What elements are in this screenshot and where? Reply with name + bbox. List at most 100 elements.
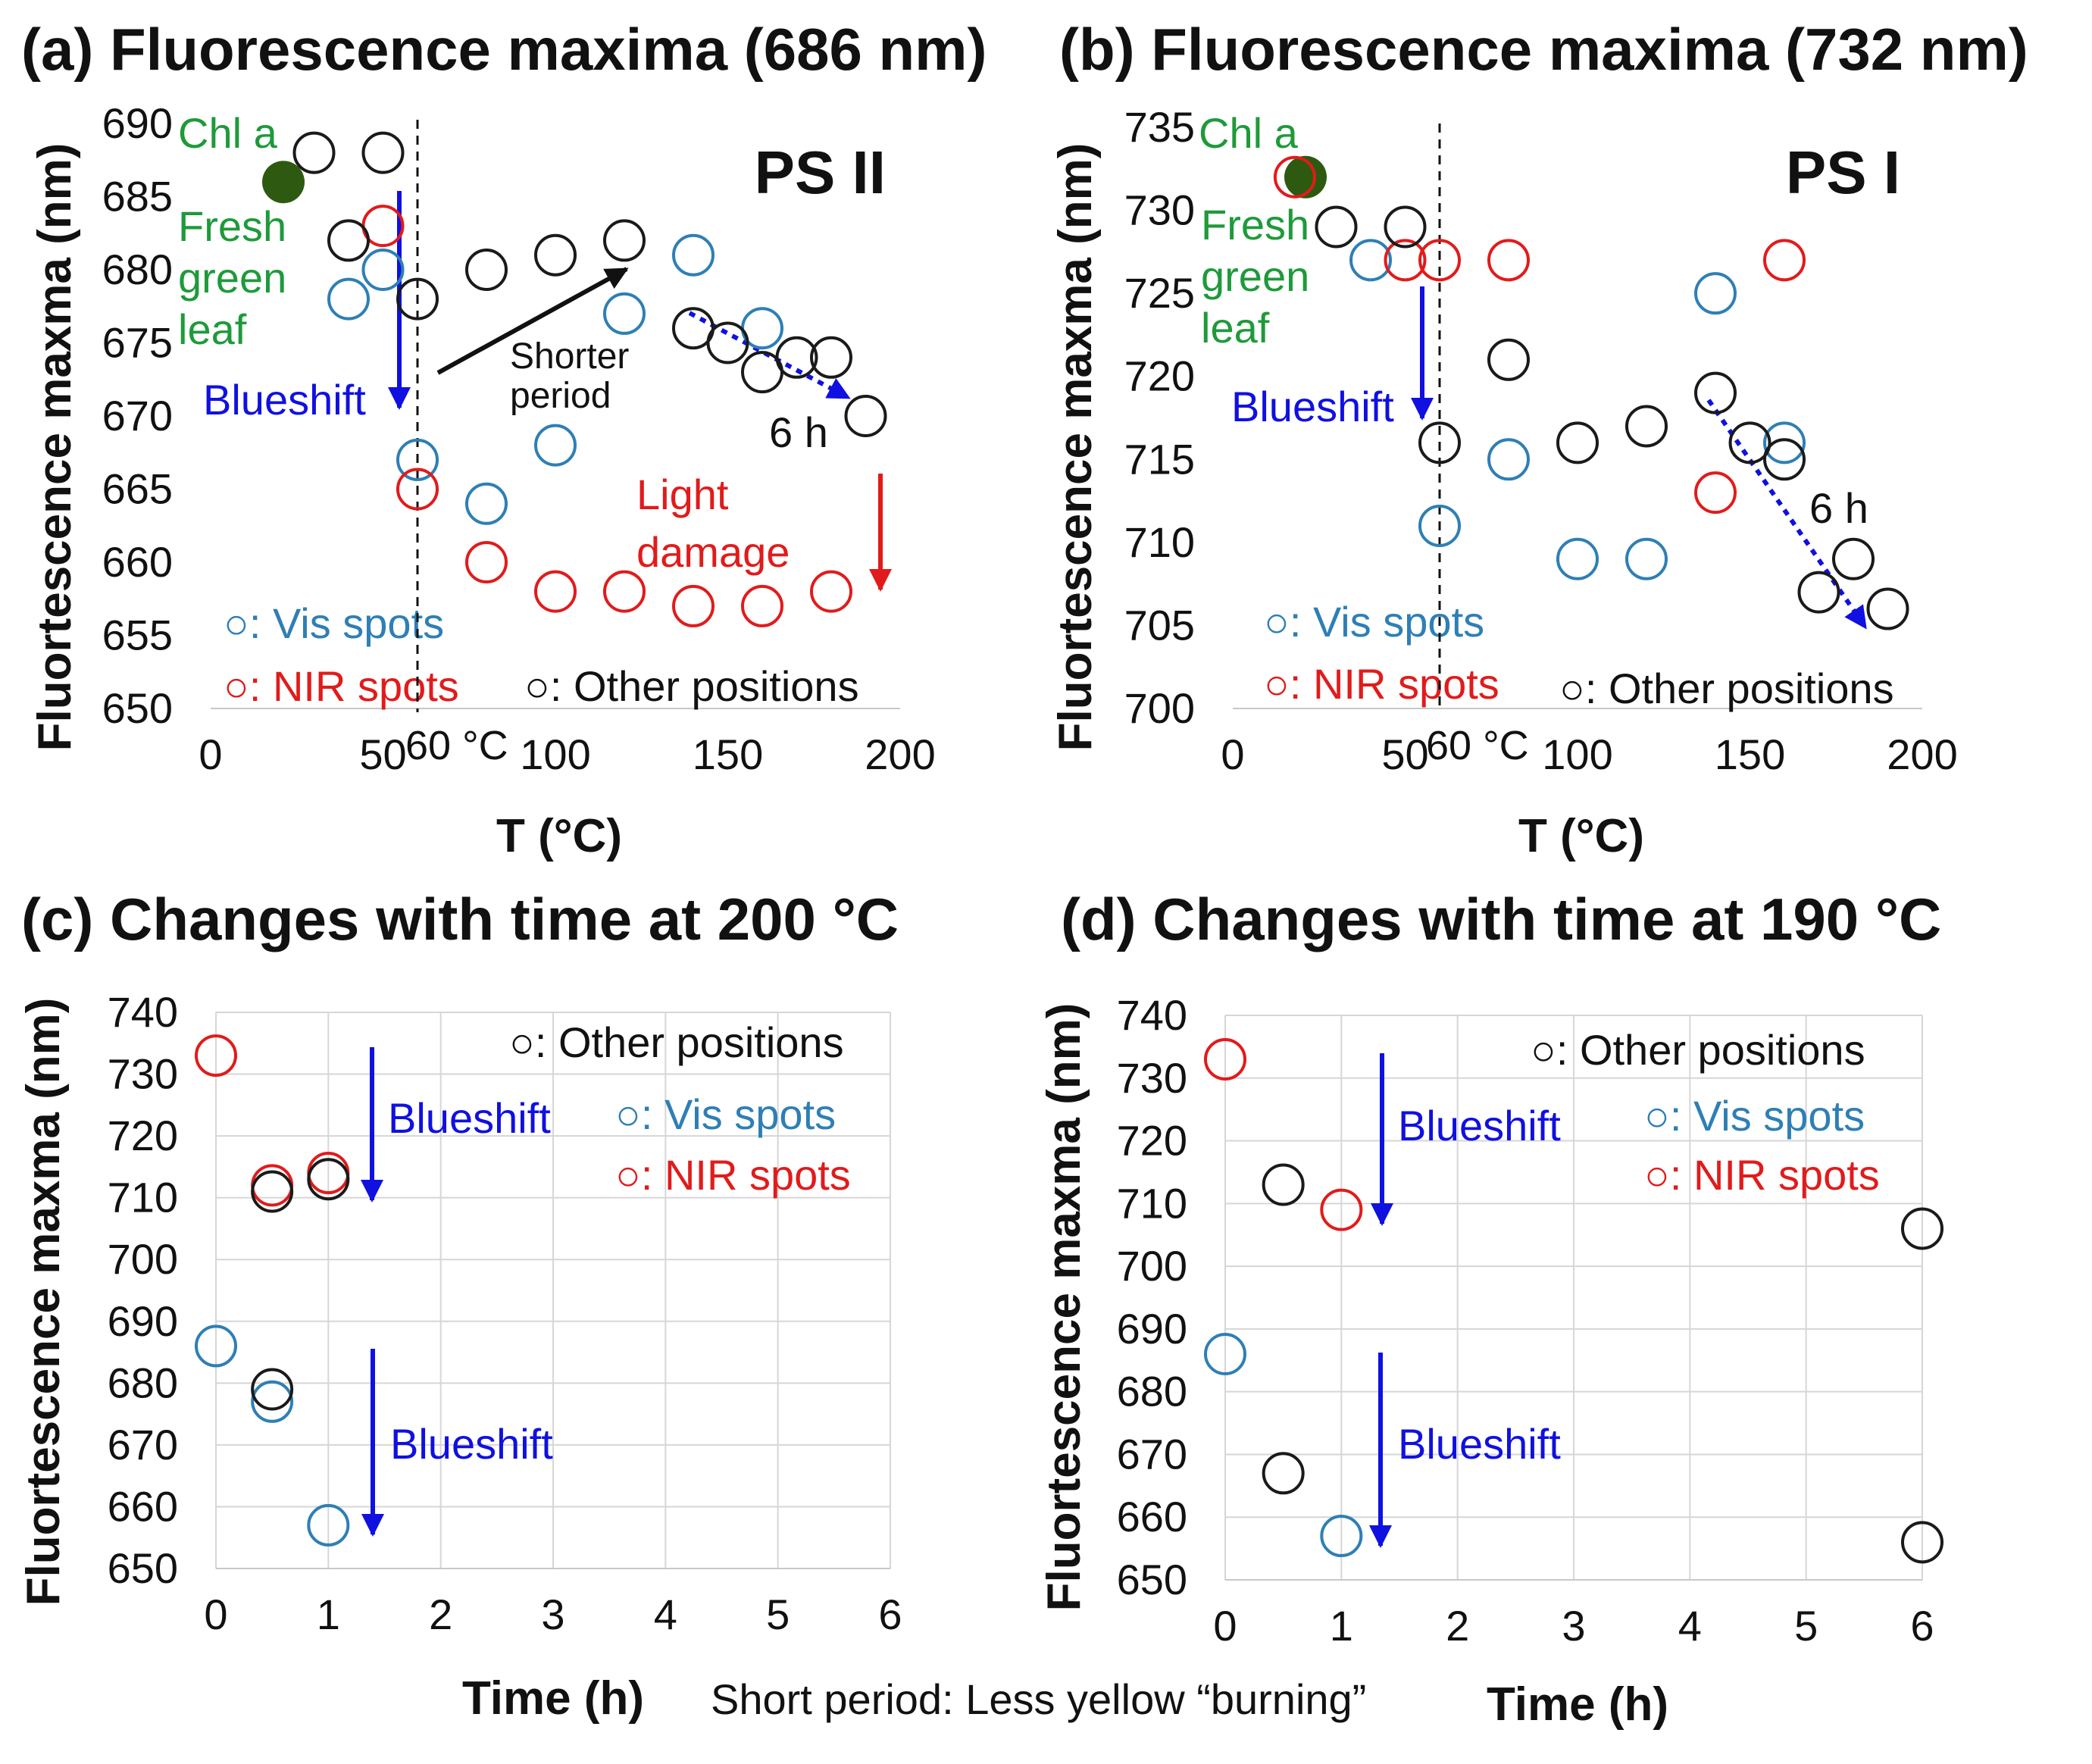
panel-b-legend-vis: ○: Vis spots — [1264, 598, 1484, 646]
panel-c-marks — [195, 1034, 350, 1547]
panel-a-nir-point — [396, 468, 439, 511]
panel-b-vis-point — [1349, 239, 1392, 282]
panel-b-other-point — [1487, 338, 1530, 381]
panel-d-ytick-label: 670 — [1117, 1430, 1187, 1478]
panel-a-other-point — [465, 249, 508, 291]
panel-b-xtick-label: 50 — [1381, 730, 1428, 778]
panel-b-chl-label: Chl a — [1199, 109, 1299, 157]
panel-a-legend-nir: ○: NIR spots — [224, 662, 459, 710]
panel-b-vis-point — [1556, 537, 1599, 580]
panel-d-xtick-label: 3 — [1562, 1602, 1585, 1650]
panel-d-xtick-label: 4 — [1678, 1602, 1702, 1650]
panel-a-other-point — [775, 336, 818, 379]
panel-d-xtick-label: 6 — [1910, 1602, 1934, 1650]
panel-a-other-point — [534, 233, 577, 277]
panel-c-ytick-label: 660 — [108, 1482, 178, 1530]
panel-a-fresh-line2: green — [178, 254, 286, 302]
panel-d-ytick-label: 710 — [1117, 1179, 1187, 1227]
panel-b-xtick-label: 200 — [1887, 730, 1957, 778]
panel-d-blueshift-bottom-label: Blueshift — [1398, 1420, 1561, 1468]
panel-a-ytick-label: 680 — [102, 246, 173, 293]
panel-a-xtick-label: 200 — [865, 730, 935, 778]
panel-a-shorter-line2: period — [510, 376, 611, 416]
panel-a-light-line1: Light — [636, 471, 729, 518]
panel-d-ticks: 650 660 670 680 690 700 710 720 730 740 0 1 2 3 4 5 6 — [1117, 991, 1934, 1650]
panel-d-xtick-label: 2 — [1446, 1602, 1469, 1650]
panel-b-other-point — [1556, 421, 1599, 464]
panel-b-title: (b) Fluorescence maxima (732 nm) — [1059, 16, 2028, 83]
panel-b-ticks: 700 705 710 715 720 725 730 735 0 50 100 150 200 — [1124, 103, 1958, 778]
panel-c-vis-point — [307, 1503, 350, 1547]
panel-a-xtick-label: 0 — [199, 730, 222, 778]
panel-a-xlabel: T (°C) — [496, 810, 622, 862]
panel-c-xtick-label: 1 — [317, 1590, 340, 1638]
panel-c: (c) Changes with time at 200 °C 65066067… — [17, 886, 902, 1725]
panel-c-vis-point — [195, 1325, 237, 1368]
panel-d-other-point — [1901, 1207, 1943, 1250]
panel-a-ps-label: PS II — [755, 139, 886, 206]
panel-a-6h-label: 6 h — [769, 408, 828, 456]
panel-a-vis-point — [361, 249, 405, 291]
panel-b-other-point — [1315, 205, 1358, 249]
panel-c-ytick-label: 670 — [108, 1421, 178, 1468]
panel-d-legend-nir: ○: NIR spots — [1644, 1151, 1880, 1199]
panel-b-ytick-label: 730 — [1124, 186, 1195, 234]
panel-d-blueshift-top-label: Blueshift — [1398, 1102, 1561, 1149]
panel-b-marks — [1273, 155, 1909, 630]
panel-b-ytick-label: 705 — [1124, 601, 1195, 649]
panel-b-6h-label: 6 h — [1809, 484, 1868, 532]
panel-a-ytick-label: 650 — [102, 684, 173, 732]
panel-b-other-point — [1763, 438, 1806, 481]
panel-d-ytick-label: 650 — [1117, 1556, 1187, 1603]
panel-b-nir-point — [1384, 239, 1427, 282]
panel-d-other-point — [1901, 1521, 1943, 1564]
panel-b-ylabel: Fluortescence maxma (nm) — [1049, 143, 1102, 752]
panel-c-ylabel: Fluortescence maxma (nm) — [17, 998, 70, 1606]
panel-b-ytick-label: 735 — [1124, 103, 1195, 151]
panel-d: (d) Changes with time at 190 °C 65066067… — [1038, 886, 1943, 1731]
panel-d-xtick-label: 1 — [1330, 1602, 1353, 1650]
panel-b-other-point — [1384, 205, 1427, 249]
panel-b-other-point — [1625, 405, 1668, 448]
panel-a-blueshift-label: Blueshift — [203, 376, 366, 424]
panel-b-fresh-line3: leaf — [1201, 304, 1270, 352]
panel-b-vis-point — [1694, 272, 1737, 315]
panel-d-vis-point — [1320, 1515, 1363, 1558]
panel-b-blueshift-label: Blueshift — [1231, 383, 1394, 430]
panel-d-title: (d) Changes with time at 190 °C — [1061, 886, 1941, 952]
panel-a-other-point — [844, 395, 887, 437]
figure-caption: Short period: Less yellow “burning” — [711, 1675, 1367, 1723]
panel-a-nir-point — [810, 570, 852, 613]
panel-b-other-point — [1797, 571, 1840, 614]
panel-b-vis-point — [1487, 438, 1530, 481]
panel-a-ytick-label: 670 — [102, 392, 173, 439]
panel-b-xtick-label: 0 — [1221, 730, 1244, 778]
panel-d-vis-point — [1204, 1333, 1246, 1375]
panel-c-blueshift-top-label: Blueshift — [388, 1094, 551, 1142]
panel-a-chl-a-point — [262, 161, 305, 204]
panel-a-vis-point — [396, 438, 439, 481]
panel-b-xtick-label: 150 — [1715, 730, 1785, 778]
panel-d-ytick-label: 700 — [1117, 1242, 1187, 1290]
panel-c-title: (c) Changes with time at 200 °C — [21, 886, 899, 952]
panel-b-vis-point — [1418, 504, 1461, 547]
panel-c-xtick-label: 4 — [654, 1590, 677, 1638]
panel-c-other-point — [307, 1158, 350, 1201]
panel-a-ylabel: Fluortescence maxma (nm) — [29, 143, 81, 752]
panel-a-light-line2: damage — [636, 528, 790, 576]
panel-c-xtick-label: 6 — [878, 1590, 902, 1638]
panel-d-other-point — [1262, 1163, 1305, 1206]
panel-c-xtick-label: 5 — [766, 1590, 790, 1638]
panel-a-nir-point — [465, 541, 508, 583]
panel-a-vline-label: 60 °C — [405, 723, 508, 768]
panel-b-fresh-line2: green — [1201, 252, 1309, 300]
panel-b-xlabel: T (°C) — [1518, 810, 1644, 862]
panel-d-ytick-label: 740 — [1117, 991, 1187, 1039]
panel-b: (b) Fluorescence maxima (732 nm) 7007057… — [1049, 16, 2028, 862]
panel-b-nir-point — [1273, 155, 1316, 199]
panel-a-ticks: 650 655 660 665 670 675 680 685 690 0 50 100 150 200 — [102, 99, 936, 778]
panel-c-ytick-label: 740 — [108, 988, 178, 1036]
panel-b-ytick-label: 725 — [1124, 269, 1195, 317]
panel-a-vis-point — [672, 233, 715, 277]
panel-a-ytick-label: 675 — [102, 319, 173, 367]
